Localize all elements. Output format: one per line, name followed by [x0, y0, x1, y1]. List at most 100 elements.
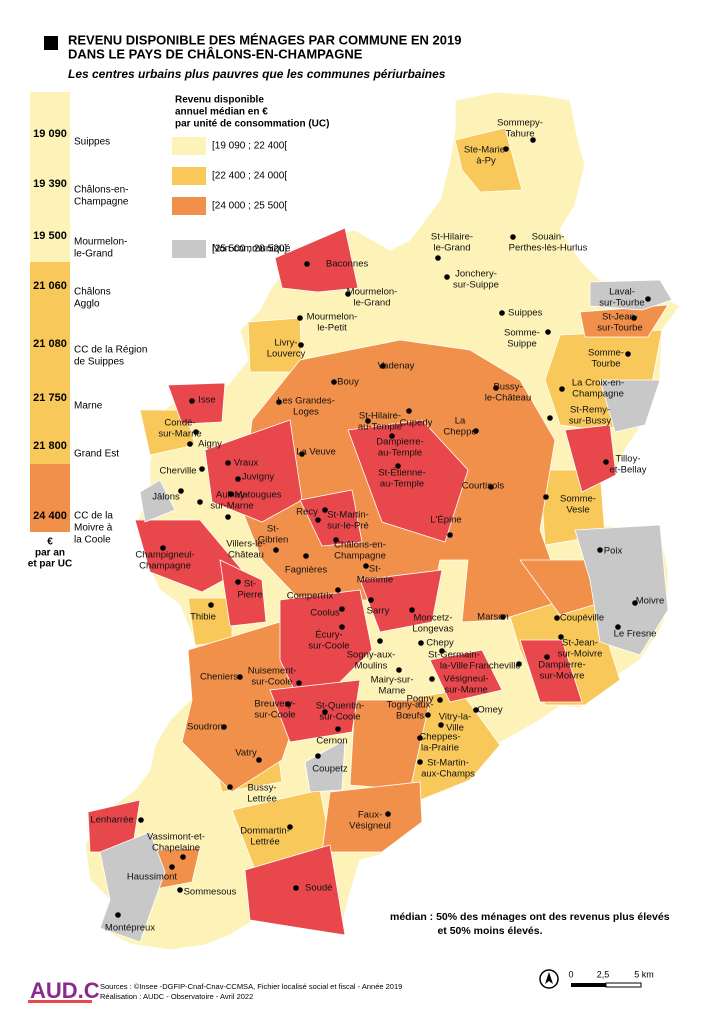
- commune-label: sur-Coole: [251, 677, 292, 688]
- footnote: et 50% moins élevés.: [437, 925, 542, 937]
- commune-dot: [473, 428, 479, 434]
- commune-label: Vassimont-et-: [147, 832, 205, 843]
- commune-label: sur-Suippe: [453, 280, 499, 291]
- commune-label: Moivre: [636, 596, 665, 607]
- scale-bar: [571, 983, 606, 987]
- commune-label: Baconnes: [326, 259, 369, 270]
- commune-dot: [559, 386, 565, 392]
- commune-dot: [345, 291, 351, 297]
- title-marker: [44, 36, 58, 50]
- commune-label: la-Prairie: [421, 743, 459, 754]
- commune-label: Courtisols: [462, 481, 504, 492]
- region: [347, 419, 469, 543]
- commune-dot: [297, 315, 303, 321]
- commune-label: Champagne: [572, 389, 624, 400]
- commune-label: Bussy-: [247, 783, 276, 794]
- commune-label: Vraux: [234, 458, 259, 469]
- sidebar: [30, 92, 70, 532]
- commune-label: le-Château: [485, 393, 531, 404]
- commune-label: aux-Champs: [421, 769, 475, 780]
- commune-label: Ste-Marie-: [464, 145, 508, 156]
- commune-label: Suippes: [508, 308, 543, 319]
- region: [139, 479, 176, 523]
- commune-dot: [503, 146, 509, 152]
- commune-label: Cheniers: [200, 672, 238, 683]
- logo-underline: [28, 1000, 92, 1003]
- commune-label: le-Grand: [434, 243, 471, 254]
- commune-dot: [429, 676, 435, 682]
- commune-dot: [365, 418, 371, 424]
- commune-dot: [287, 824, 293, 830]
- commune-label: La: [455, 416, 466, 427]
- commune-dot: [221, 724, 227, 730]
- commune-label: Jâlons: [152, 492, 180, 503]
- commune-dot: [298, 342, 304, 348]
- sidebar-value: 19 390: [33, 178, 67, 190]
- commune-dot: [235, 476, 241, 482]
- commune-dot: [645, 296, 651, 302]
- legend-label: [25 500 ; 28 520]: [212, 244, 287, 255]
- commune-label: Lenharrée: [90, 815, 133, 826]
- commune-label: Bouy: [337, 377, 359, 388]
- commune-label: Vésigneul-: [444, 674, 489, 685]
- scale-label: 5 km: [634, 969, 654, 979]
- commune-label: Lettrée: [250, 837, 280, 848]
- commune-dot: [615, 624, 621, 630]
- commune-label: Mourmelon-: [347, 287, 398, 298]
- commune-dot: [597, 547, 603, 553]
- commune-label: Châlons-en-: [334, 540, 386, 551]
- commune-label: St-: [244, 579, 256, 590]
- commune-label: Cuperly: [400, 418, 433, 429]
- commune-label: sur-Tourbe: [597, 323, 642, 334]
- region: [574, 524, 669, 656]
- legend: Revenu disponible annuel médian en € par…: [172, 95, 329, 258]
- commune-label: Les Grandes-: [277, 396, 335, 407]
- commune-label: sur-Bussy: [569, 416, 611, 427]
- scale-label: 0: [568, 969, 573, 979]
- commune-label: Omey: [477, 705, 503, 716]
- commune-label: Cheppe: [443, 427, 476, 438]
- sidebar-label: de Suippes: [74, 357, 124, 368]
- commune-label: sur-Moivre: [540, 671, 585, 682]
- commune-dot: [409, 607, 415, 613]
- commune-dot: [169, 864, 175, 870]
- commune-dot: [396, 667, 402, 673]
- commune-dot: [417, 735, 423, 741]
- commune-dot: [558, 634, 564, 640]
- region: [599, 379, 661, 433]
- commune-label: Haussimont: [127, 872, 178, 883]
- commune-label: Ville: [446, 723, 464, 734]
- sidebar-label: Agglo: [74, 299, 100, 310]
- region: [134, 519, 243, 593]
- region: [429, 649, 503, 703]
- legend-label: [24 000 ; 25 500[: [212, 201, 287, 212]
- commune-label: Breuvery-: [254, 699, 295, 710]
- commune-dot: [395, 463, 401, 469]
- sidebar-label: Champagne: [74, 197, 129, 208]
- logo: AUD.C: [30, 978, 100, 1003]
- sidebar-value: 19 090: [33, 128, 67, 140]
- commune-label: St-Jean-: [602, 312, 638, 323]
- commune-label: Cheppes-: [419, 732, 460, 743]
- commune-dot: [225, 460, 231, 466]
- sidebar-label: Suippes: [74, 137, 110, 148]
- legend-label: Non communiqué: [212, 244, 291, 255]
- commune-dot: [439, 648, 445, 654]
- commune-label: sur-Moivre: [558, 649, 603, 660]
- commune-dot: [180, 854, 186, 860]
- commune-label: Sogny-aux-: [347, 650, 396, 661]
- title-line: REVENU DISPONIBLE DES MÉNAGES PAR COMMUN…: [68, 32, 461, 47]
- commune-label: St-Remy-: [570, 405, 610, 416]
- commune-dot: [339, 624, 345, 630]
- commune-label: Louvercy: [267, 349, 306, 360]
- commune-dot: [322, 507, 328, 513]
- sidebar-unit: par an: [35, 548, 65, 559]
- commune-dot: [160, 545, 166, 551]
- commune-dot: [315, 753, 321, 759]
- commune-label: le-Grand: [354, 298, 391, 309]
- legend-swatch: [172, 137, 206, 155]
- commune-label: Souain-: [532, 232, 565, 243]
- legend-label: [22 400 ; 24 000[: [212, 171, 287, 182]
- commune-dot: [368, 597, 374, 603]
